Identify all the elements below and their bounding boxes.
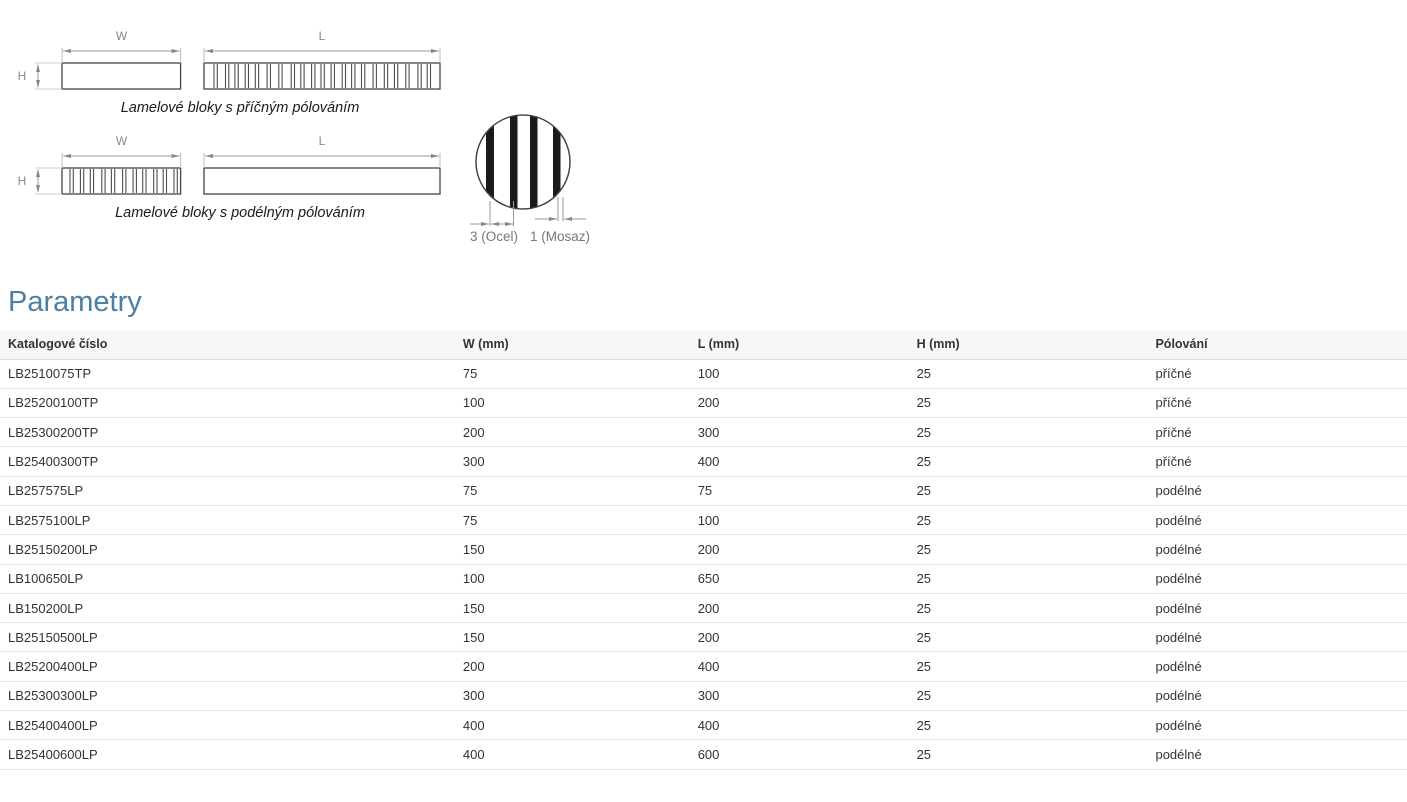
svg-text:W: W — [116, 29, 128, 43]
svg-text:L: L — [319, 134, 326, 148]
svg-text:3 (Ocel): 3 (Ocel) — [470, 229, 518, 244]
svg-text:Lamelové bloky s příčným pólov: Lamelové bloky s příčným pólováním — [121, 100, 360, 116]
svg-text:Lamelové bloky s podélným pólo: Lamelové bloky s podélným pólováním — [115, 205, 365, 221]
svg-text:W: W — [116, 134, 128, 148]
svg-text:L: L — [319, 29, 326, 43]
svg-text:H: H — [18, 69, 27, 83]
svg-text:1 (Mosaz): 1 (Mosaz) — [530, 229, 590, 244]
svg-text:H: H — [18, 174, 27, 188]
